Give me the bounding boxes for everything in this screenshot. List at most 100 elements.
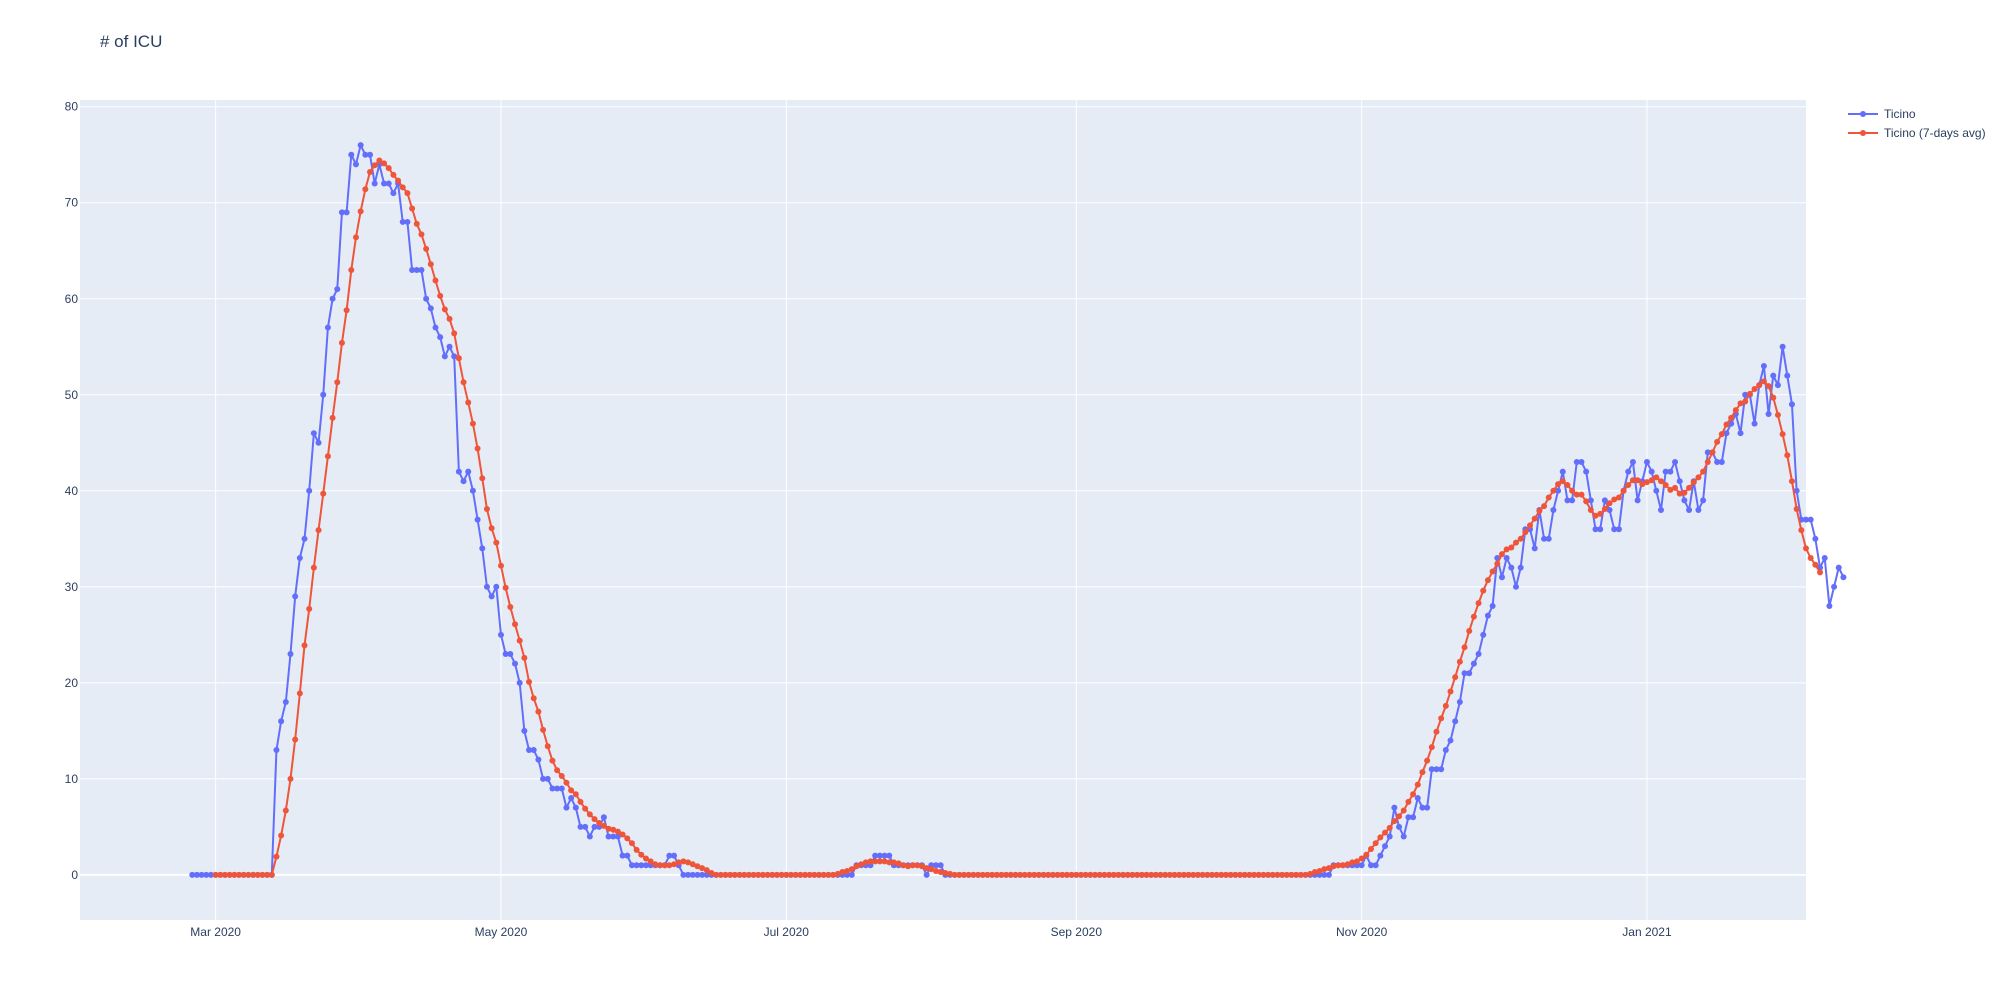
data-point (1498, 551, 1505, 558)
data-point (1237, 871, 1244, 878)
data-point (343, 307, 350, 314)
data-point (577, 798, 584, 805)
data-point (483, 506, 490, 513)
data-point (614, 828, 621, 835)
data-point (371, 180, 378, 187)
data-point (1559, 468, 1566, 475)
data-point (1054, 871, 1061, 878)
data-point (624, 835, 631, 842)
data-point (437, 292, 444, 299)
data-point (376, 157, 383, 164)
data-point (1251, 871, 1258, 878)
data-point (231, 871, 238, 878)
data-point (694, 863, 701, 870)
data-point (1662, 468, 1669, 475)
data-point (544, 775, 551, 782)
data-point (1788, 401, 1795, 408)
data-point (479, 475, 486, 482)
data-point (1414, 795, 1421, 802)
data-point (1625, 482, 1632, 489)
axis-layer: 0 10 20 30 40 50 60 70 80 Mar 2020 May 2020 Jul 202… (65, 100, 1672, 939)
data-point (1559, 478, 1566, 485)
data-point (507, 651, 514, 658)
data-point (1517, 564, 1524, 571)
data-point (1723, 430, 1730, 437)
plot-area (80, 100, 1806, 920)
data-point (1788, 478, 1795, 485)
data-point (834, 870, 841, 877)
data-point (1545, 535, 1552, 542)
data-point (1007, 871, 1014, 878)
data-point (1433, 766, 1440, 773)
data-point (1564, 482, 1571, 489)
data-point (1508, 544, 1515, 551)
data-point (1751, 386, 1758, 393)
data-point (745, 871, 752, 878)
data-point (689, 861, 696, 868)
data-point (657, 862, 664, 869)
data-point (1311, 868, 1318, 875)
data-point (1106, 871, 1113, 878)
data-point (390, 171, 397, 178)
data-point (923, 865, 930, 872)
data-point (1653, 487, 1660, 494)
data-point (427, 261, 434, 268)
data-point (282, 807, 289, 814)
data-point (914, 862, 921, 869)
data-point (666, 852, 673, 859)
data-point (1456, 658, 1463, 665)
data-point (633, 862, 640, 869)
data-point (1803, 545, 1809, 552)
data-point (1831, 583, 1838, 590)
data-point (932, 862, 939, 869)
data-point (1213, 871, 1220, 878)
data-point (474, 516, 481, 523)
data-point (1503, 555, 1510, 562)
y-tick-label: 20 (65, 676, 79, 690)
data-point (315, 527, 322, 534)
data-point (1447, 688, 1454, 695)
data-point (404, 218, 411, 225)
data-point (404, 190, 411, 197)
data-point (264, 871, 271, 878)
legend-item[interactable]: Ticino (7-days avg) (1848, 123, 1986, 142)
legend-item[interactable]: Ticino (1848, 104, 1986, 123)
data-point (385, 180, 392, 187)
data-point (413, 266, 420, 273)
data-point (1470, 660, 1477, 667)
data-point (816, 871, 823, 878)
data-point (568, 787, 575, 794)
data-point (1003, 871, 1010, 878)
data-point (979, 871, 986, 878)
data-point (1484, 612, 1491, 619)
data-point (1129, 871, 1136, 878)
data-point (848, 866, 855, 873)
data-point (652, 861, 659, 868)
data-point (1672, 484, 1679, 491)
data-point (1438, 766, 1445, 773)
data-point (1185, 871, 1192, 878)
data-point (306, 487, 313, 494)
data-point (1704, 458, 1711, 465)
data-point (862, 859, 869, 866)
data-point (1564, 497, 1571, 504)
data-point (516, 637, 523, 644)
data-point (1648, 477, 1655, 484)
data-point (446, 315, 453, 322)
data-point (886, 852, 893, 859)
data-point (1531, 545, 1538, 552)
data-point (1695, 507, 1702, 513)
data-point (1536, 507, 1543, 514)
data-point (1611, 496, 1618, 503)
data-point (956, 871, 963, 878)
x-tick-label: Jan 2021 (1622, 925, 1672, 939)
data-point (226, 871, 233, 878)
data-point (1597, 526, 1604, 533)
data-point (526, 678, 533, 685)
data-point (385, 165, 392, 172)
data-point (497, 562, 504, 569)
data-point (1461, 670, 1468, 677)
data-point (245, 871, 252, 878)
data-point (259, 871, 266, 878)
data-point (1587, 507, 1594, 513)
